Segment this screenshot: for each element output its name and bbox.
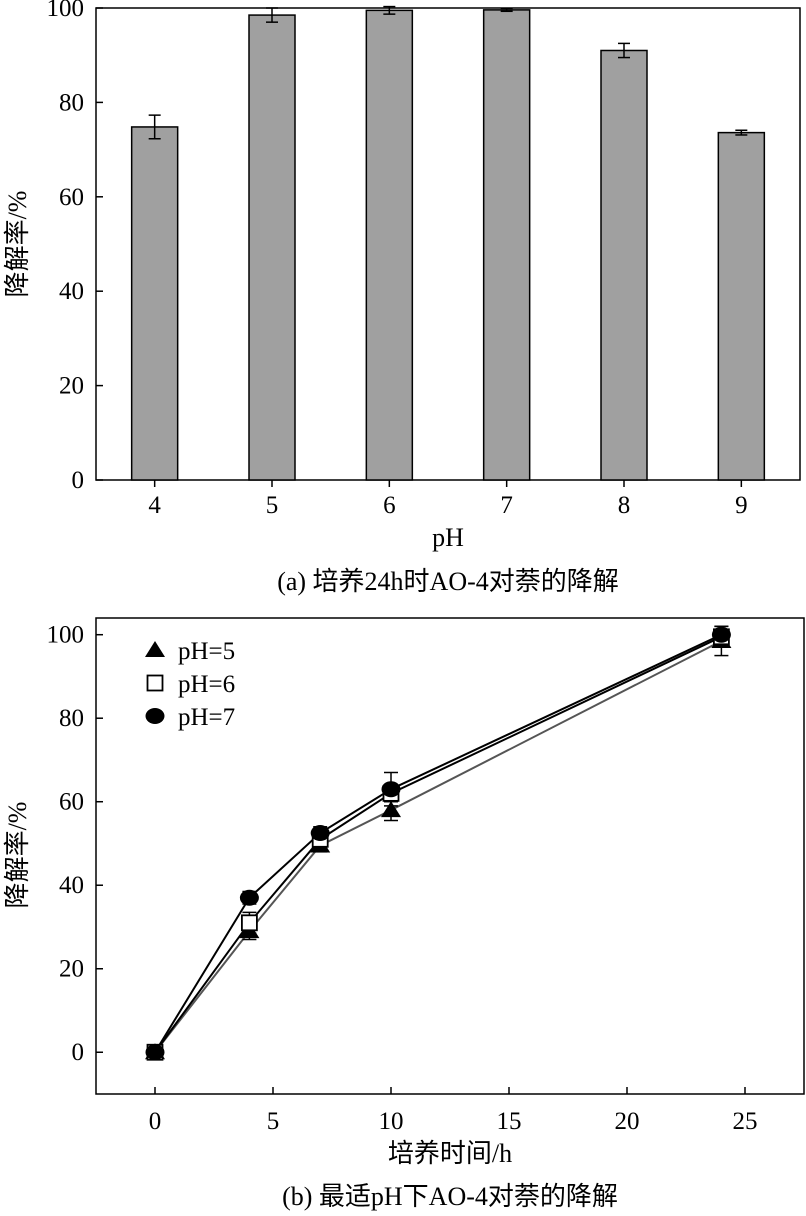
legend-label: pH=5 (178, 638, 235, 665)
y-axis-label-b: 降解率/% (3, 802, 32, 909)
y-ticks-b: 0 20 40 60 80 100 (47, 622, 103, 1066)
y-tick-label: 80 (59, 705, 84, 732)
y-tick-label: 60 (59, 789, 84, 816)
plot-frame-a (95, 7, 801, 481)
series-line (154, 640, 722, 1053)
bars-a (130, 5, 766, 481)
y-tick-label: 40 (59, 278, 84, 305)
x-tick-label: 5 (266, 492, 279, 519)
y-ticks-a: 0 20 40 60 80 100 (47, 0, 103, 494)
data-point (239, 889, 259, 906)
bar (365, 9, 414, 481)
plot-frame-b (95, 617, 805, 1095)
x-tick-label: 8 (618, 492, 631, 519)
bar (717, 131, 766, 481)
legend-marker (145, 708, 165, 724)
y-tick-label: 0 (72, 467, 85, 494)
bar (482, 9, 531, 481)
y-tick-label: 20 (59, 956, 84, 983)
caption-b: (b) 最适pH下AO-4对萘的降解 (282, 1182, 618, 1211)
legend: pH=5 pH=6 pH=7 (145, 638, 235, 731)
x-tick-label: 15 (497, 1108, 522, 1135)
series-line (154, 633, 722, 1053)
x-tick-label: 9 (735, 492, 748, 519)
y-tick-label: 100 (47, 622, 85, 649)
x-tick-label: 20 (615, 1108, 640, 1135)
legend-marker (146, 674, 164, 692)
caption-a: (a) 培养24h时AO-4对萘的降解 (277, 567, 619, 596)
y-tick-label: 40 (59, 872, 84, 899)
bar-chart: 0 20 40 60 80 100 4 5 6 7 8 9 降解率/% pH (a) 培养24h时A… (3, 0, 801, 596)
data-point (711, 626, 731, 643)
x-tick-label: 10 (379, 1108, 404, 1135)
bar (600, 49, 648, 481)
y-axis-label-a: 降解率/% (3, 191, 32, 298)
bar (130, 126, 179, 481)
y-tick-label: 0 (72, 1039, 85, 1066)
x-ticks-a: 4 5 6 7 8 9 (148, 480, 748, 519)
x-tick-label: 0 (149, 1108, 162, 1135)
series-line (154, 635, 722, 1053)
x-tick-label: 7 (500, 492, 513, 519)
y-tick-label: 100 (47, 0, 85, 22)
y-tick-label: 20 (59, 373, 84, 400)
legend-label: pH=6 (178, 671, 235, 698)
y-tick-label: 60 (59, 184, 84, 211)
x-axis-label-a: pH (432, 523, 464, 552)
data-point (145, 1044, 165, 1061)
x-tick-label: 25 (733, 1108, 758, 1135)
x-tick-label: 5 (267, 1108, 280, 1135)
bar (248, 14, 296, 481)
data-point (240, 914, 258, 932)
data-point (381, 781, 401, 798)
legend-marker (145, 641, 165, 657)
x-ticks-b: 0 5 10 15 20 25 (149, 1087, 758, 1135)
line-chart: 0 20 40 60 80 100 0 5 10 15 20 25 pH=5 pH=6 pH=7 降解率… (3, 617, 805, 1211)
series-lines-b (145, 625, 732, 1061)
data-point (310, 825, 330, 842)
legend-label: pH=7 (178, 704, 235, 731)
x-tick-label: 6 (383, 492, 396, 519)
x-axis-label-b: 培养时间/h (388, 1139, 512, 1168)
x-tick-label: 4 (148, 492, 161, 519)
y-tick-label: 80 (59, 89, 84, 116)
data-point (381, 801, 401, 818)
